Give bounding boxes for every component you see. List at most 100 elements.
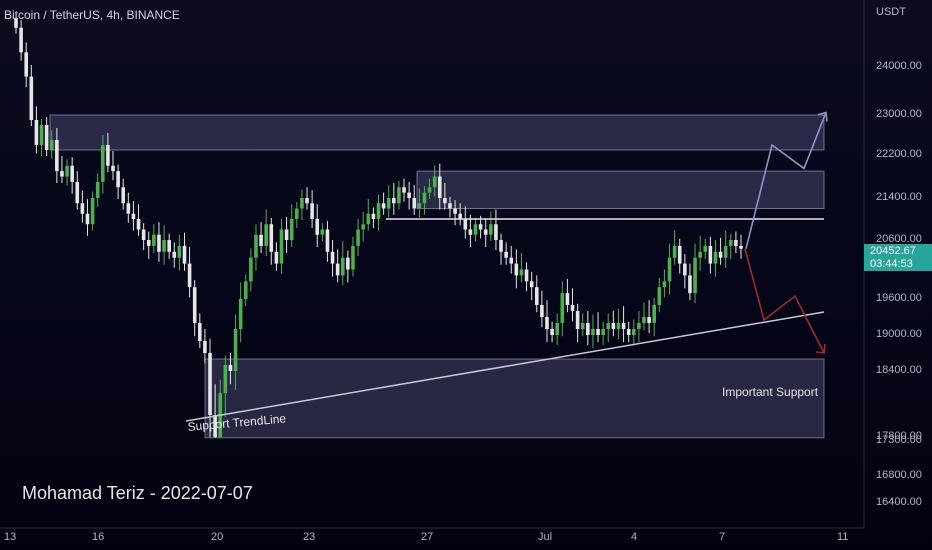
time-tick-label: 13: [4, 531, 17, 543]
candle-body: [381, 203, 386, 209]
bullish-projection: [745, 112, 827, 249]
time-tick-label: 20: [211, 531, 224, 543]
candles: [14, 12, 743, 439]
candle-body: [371, 213, 376, 219]
candle-body: [14, 18, 18, 28]
candle-body: [723, 245, 728, 258]
candle-body: [305, 198, 309, 204]
candle-body: [152, 234, 156, 246]
candle-body: [397, 187, 401, 204]
candle-body: [504, 251, 508, 258]
candle-body: [468, 229, 473, 235]
candle-body: [55, 140, 59, 172]
time-tick-label: 23: [303, 531, 316, 543]
candle-body: [606, 323, 611, 329]
time-tick-label: 11: [837, 531, 849, 543]
candle-body: [192, 287, 197, 323]
candle-body: [586, 323, 590, 335]
candle-body: [340, 257, 345, 276]
bullish-arrowhead: [817, 111, 828, 122]
candle-body: [458, 213, 462, 219]
candle-body: [34, 120, 39, 145]
candle-body: [243, 281, 248, 299]
candle-body: [463, 219, 468, 230]
support-trendline: [185, 311, 825, 422]
candle-body: [29, 76, 34, 120]
candle-body: [478, 224, 483, 230]
candle-body: [718, 251, 723, 258]
candle-body: [616, 323, 621, 329]
candle-body: [19, 27, 23, 53]
price-tick-label: 17300.00: [876, 434, 922, 446]
candle-body: [489, 224, 493, 235]
candle-body: [121, 187, 126, 204]
candle-body: [728, 240, 733, 246]
candle-body: [555, 323, 559, 335]
candle-body: [111, 165, 115, 172]
candle-body: [575, 311, 580, 329]
candle-body: [683, 263, 687, 276]
candle-body: [560, 293, 565, 323]
price-tick-label: 19600.00: [876, 292, 922, 304]
candle-body: [335, 263, 340, 276]
candle-body: [483, 229, 488, 235]
candle-body: [141, 229, 146, 240]
candle-body: [264, 224, 268, 246]
candle-body: [642, 317, 646, 323]
candle-body: [146, 240, 151, 246]
candle-body: [540, 305, 544, 317]
candle-body: [580, 323, 585, 329]
price-zones: [49, 114, 825, 439]
candle-body: [315, 219, 320, 235]
time-tick-label: 16: [92, 531, 105, 543]
candle-body: [356, 229, 360, 246]
candle-body: [417, 203, 422, 209]
candle-body: [524, 269, 529, 282]
symbol-title: Bitcoin / TetherUS, 4h, BINANCE: [4, 8, 180, 22]
support-zone-label: Important Support: [722, 385, 819, 399]
last-price-value: 20452.67: [870, 245, 916, 257]
last-price-tag: 20452.67 03:44:53: [864, 244, 932, 271]
candle-body: [254, 234, 258, 258]
price-tick-label: 23000.00: [876, 108, 922, 120]
candle-body: [49, 140, 54, 150]
candle-body: [213, 415, 217, 437]
candle-body: [621, 323, 626, 329]
time-tick-label: Jul: [538, 531, 553, 543]
candle-body: [284, 229, 289, 240]
candle-body: [647, 317, 651, 323]
candle-body: [289, 219, 294, 240]
price-tick-label: 16400.00: [876, 496, 922, 508]
candle-body: [228, 365, 233, 371]
candle-body: [693, 257, 697, 294]
time-tick-label: 27: [421, 531, 434, 543]
candle-body: [208, 353, 212, 415]
candle-body: [739, 245, 743, 249]
price-tick-label: 16800.00: [876, 469, 922, 481]
price-tick-label: 21400.00: [876, 191, 922, 203]
candle-body: [259, 234, 263, 246]
candle-body: [366, 213, 371, 225]
price-tick-label: 20600.00: [876, 233, 922, 245]
candle-body: [550, 329, 554, 335]
candle-body: [300, 198, 304, 209]
candle-body: [167, 240, 171, 252]
candle-body: [626, 329, 631, 335]
candle-body: [596, 329, 600, 335]
candle-body: [187, 263, 192, 288]
candle-body: [80, 203, 85, 214]
candle-body: [534, 287, 539, 305]
candle-body: [667, 257, 672, 282]
candle-body: [295, 208, 299, 219]
candle-body: [95, 181, 100, 198]
price-tick-label: 24000.00: [876, 60, 922, 72]
candle-body: [24, 52, 29, 77]
candle-body: [269, 224, 274, 252]
candle-body: [182, 245, 187, 264]
candle-body: [351, 245, 355, 270]
currency-label: USDT: [876, 6, 906, 18]
bearish-arrowhead: [815, 343, 826, 354]
candle-body: [346, 257, 350, 270]
candle-body: [509, 257, 514, 264]
